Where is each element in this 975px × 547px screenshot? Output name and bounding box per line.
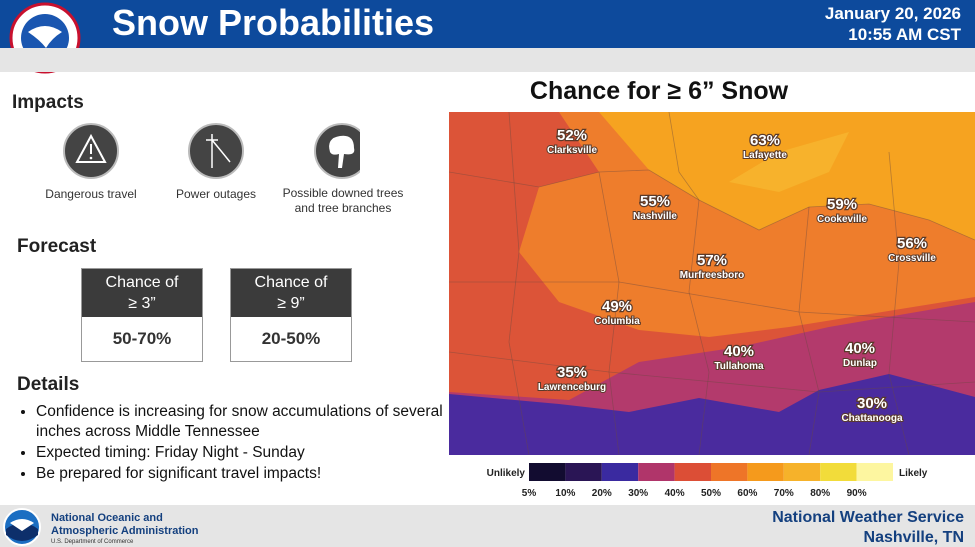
- section-heading: Forecast: [17, 236, 97, 257]
- office-name: National Weather Service: [772, 509, 964, 526]
- section-heading: Details: [17, 374, 80, 395]
- header-bar: [0, 0, 975, 48]
- date: January 20, 2026: [824, 4, 961, 23]
- forecast-box: Chance of ≥ 3” 50-70%: [81, 268, 203, 362]
- city-name: Dunlap: [843, 358, 877, 369]
- department: U.S. Department of Commerce: [51, 539, 134, 545]
- legend-swatch: [856, 463, 893, 481]
- time: 10:55 AM CST: [848, 25, 961, 44]
- office: National Weather Service Nashville, TN: [772, 508, 964, 547]
- noaa-logo: [3, 508, 41, 546]
- legend-swatch: [565, 463, 602, 481]
- legend-tick: 70%: [774, 488, 794, 499]
- detail-item: Confidence is increasing for snow accumu…: [36, 402, 456, 442]
- city-chance: 55%: [640, 193, 670, 210]
- legend-swatch: [783, 463, 821, 481]
- timestamp: January 20, 2026 10:55 AM CST: [825, 3, 961, 45]
- agency: National Oceanic and Atmospheric Adminis…: [51, 512, 199, 547]
- legend-swatch: [820, 463, 857, 481]
- legend-tick: 90%: [847, 488, 867, 499]
- box-label: Chance of: [254, 274, 328, 291]
- box-value: 20-50%: [261, 329, 321, 348]
- city-chance: 63%: [750, 132, 780, 149]
- city-name: Lafayette: [743, 150, 787, 161]
- city-chance: 52%: [557, 127, 587, 144]
- box-header: Chance of ≥ 9”: [231, 269, 351, 317]
- legend: Unlikely 5% 10% 20% 30% 40% 50% 60% 70% 80% 90% Lik…: [487, 463, 928, 499]
- city-chance: 57%: [697, 252, 727, 269]
- legend-tick: 80%: [810, 488, 830, 499]
- city-chance: 59%: [827, 196, 857, 213]
- page-title: Snow Probabilities: [112, 2, 435, 43]
- map-title: Chance for ≥ 6” Snow: [529, 77, 789, 105]
- legend-tick: 40%: [665, 488, 685, 499]
- legend-high: Likely: [899, 468, 928, 479]
- legend-swatch: [711, 463, 748, 481]
- legend-swatch: [601, 463, 639, 481]
- sub-strip: [0, 48, 975, 72]
- legend-swatch: [529, 463, 566, 481]
- legend-tick: 60%: [737, 488, 757, 499]
- legend-tick: 5%: [522, 488, 537, 499]
- legend-tick: 30%: [628, 488, 648, 499]
- probability-map: 52%Clarksville 63%Lafayette 55%Nashville 59…: [449, 112, 975, 455]
- footer-bar: [0, 505, 975, 547]
- legend-low: Unlikely: [487, 468, 526, 479]
- box-value: 50-70%: [112, 329, 172, 348]
- city-chance: 40%: [724, 343, 754, 360]
- city-name: Crossville: [888, 253, 936, 264]
- impact-label: Dangerous travel: [45, 187, 137, 201]
- city-name: Columbia: [594, 316, 640, 327]
- legend-tick: 50%: [701, 488, 721, 499]
- office-location: Nashville, TN: [863, 529, 964, 546]
- city-name: Chattanooga: [841, 413, 903, 424]
- city-chance: 35%: [557, 364, 587, 381]
- forecast-box: Chance of ≥ 9” 20-50%: [230, 268, 352, 362]
- city-chance: 56%: [897, 235, 927, 252]
- city-chance: 40%: [845, 340, 875, 357]
- detail-item: Expected timing: Friday Night - Sunday: [36, 443, 456, 463]
- city-name: Tullahoma: [714, 361, 764, 372]
- impact-label: Possible downed trees and tree branches: [282, 186, 404, 215]
- legend-tick: 10%: [555, 488, 575, 499]
- detail-item: Be prepared for significant travel impac…: [36, 464, 456, 484]
- city-name: Cookeville: [817, 214, 867, 225]
- box-header: Chance of ≥ 3”: [82, 269, 202, 317]
- section-heading: Impacts: [12, 92, 84, 113]
- legend-swatch: [638, 463, 675, 481]
- agency-name: National Oceanic and: [51, 512, 163, 524]
- box-label: ≥ 9”: [277, 295, 305, 312]
- city-name: Clarksville: [547, 145, 597, 156]
- impact-icons: [63, 123, 360, 179]
- impact-label: Power outages: [175, 187, 257, 201]
- city-name: Murfreesboro: [680, 270, 744, 281]
- city-chance: 30%: [857, 395, 887, 412]
- legend-swatch: [747, 463, 784, 481]
- details-list: Confidence is increasing for snow accumu…: [14, 402, 456, 485]
- city-name: Nashville: [633, 211, 677, 222]
- legend-tick: 20%: [592, 488, 612, 499]
- legend-swatch: [674, 463, 711, 481]
- agency-name: Atmospheric Administration: [51, 525, 199, 537]
- city-name: Lawrenceburg: [538, 382, 606, 393]
- city-chance: 49%: [602, 298, 632, 315]
- box-label: ≥ 3”: [128, 295, 156, 312]
- box-label: Chance of: [105, 274, 179, 291]
